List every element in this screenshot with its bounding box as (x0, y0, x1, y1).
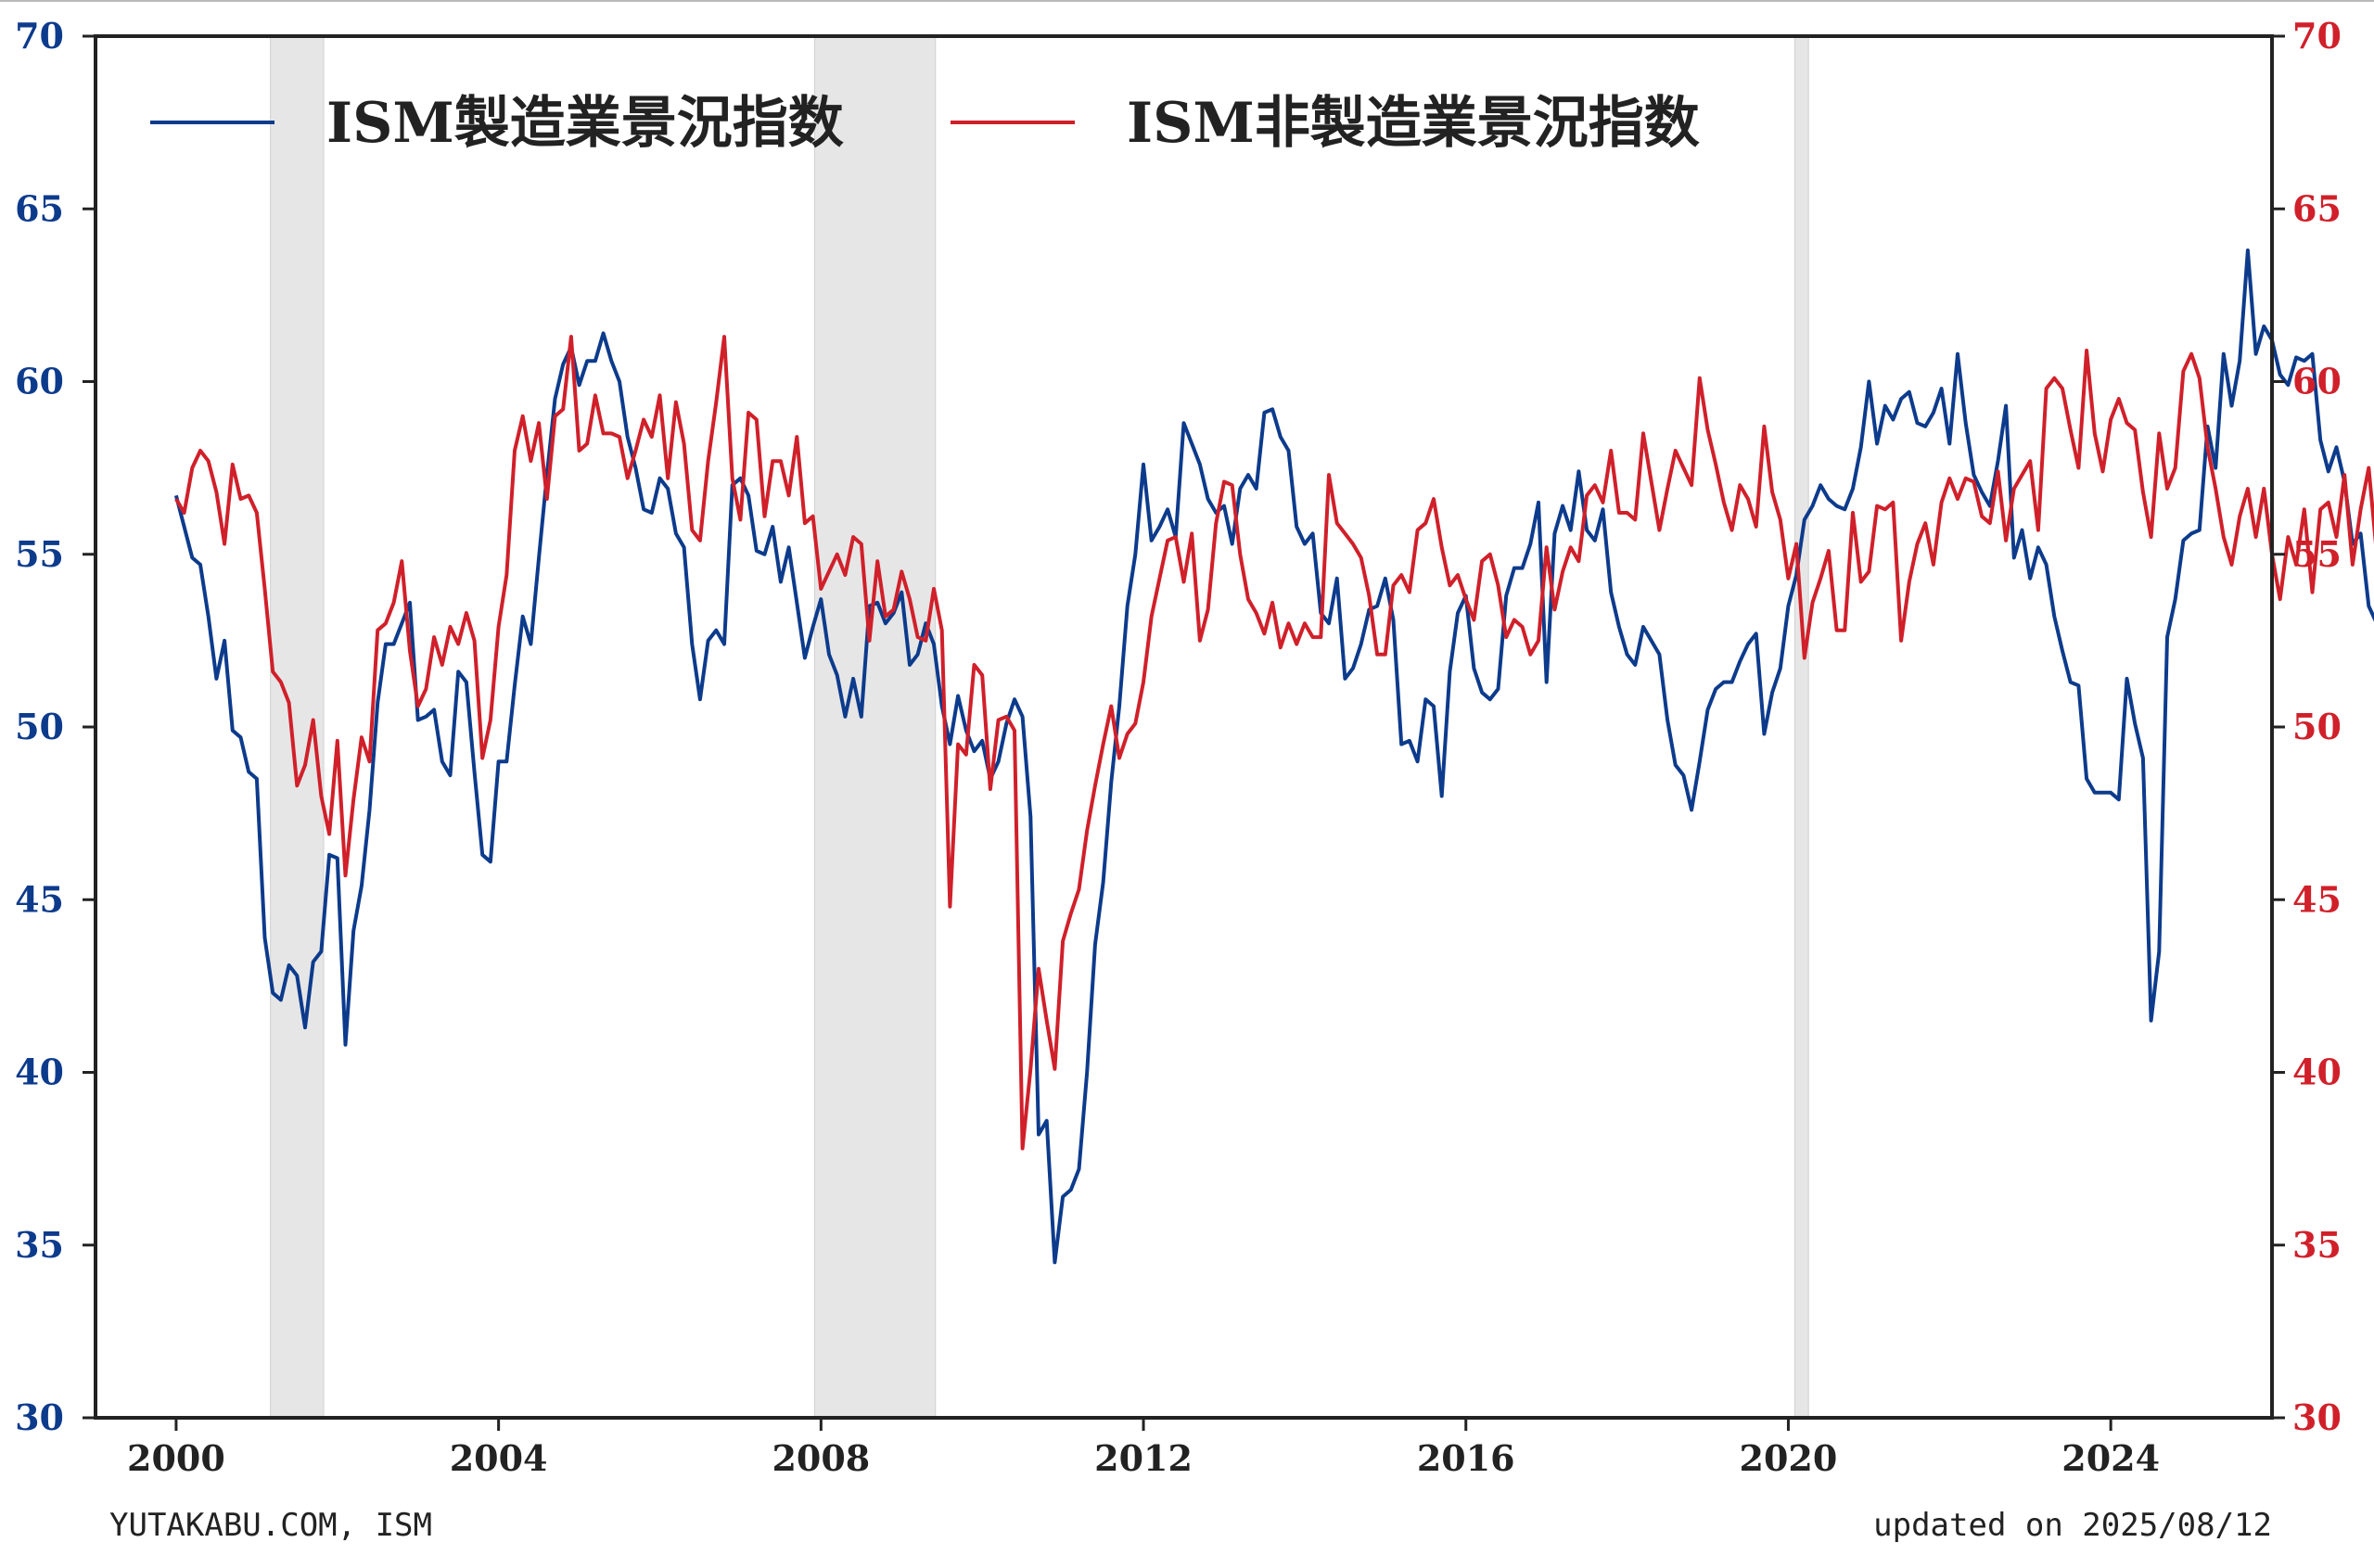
legend: ISM製造業景況指数 ISM非製造業景況指数 (150, 91, 1700, 156)
y-right-tick-label: 65 (2292, 187, 2342, 229)
y-left-tick-label: 40 (15, 1052, 64, 1093)
y-right-tick-label: 45 (2292, 878, 2342, 920)
y-left-tick-label: 30 (15, 1396, 64, 1438)
x-tick-label: 2000 (127, 1437, 225, 1479)
y-left-tick-label: 55 (15, 533, 64, 575)
x-axis: 2000 2004 2008 2012 2016 2020 2024 (127, 1418, 2160, 1479)
y-left-tick-label: 45 (15, 878, 64, 920)
series-lines (173, 249, 2374, 1265)
recession-band-1 (813, 35, 937, 1419)
y-right-tick-label: 50 (2292, 706, 2342, 747)
x-tick-label: 2008 (772, 1437, 870, 1479)
y-axis-right: 30 35 40 45 50 55 60 65 70 (2272, 15, 2342, 1438)
y-axis-left: 30 35 40 45 50 55 60 65 70 (15, 15, 96, 1438)
x-tick-label: 2024 (2061, 1437, 2160, 1479)
y-right-tick-label: 55 (2292, 533, 2342, 575)
y-right-tick-label: 40 (2292, 1052, 2342, 1093)
x-tick-label: 2016 (1417, 1437, 1515, 1479)
series-line-manufacturing (173, 249, 2374, 1265)
recession-band-2 (1793, 35, 1809, 1419)
y-right-tick-label: 35 (2292, 1224, 2342, 1266)
x-tick-label: 2004 (450, 1437, 548, 1479)
x-tick-label: 2020 (1740, 1437, 1838, 1479)
y-right-tick-label: 70 (2292, 15, 2342, 57)
y-right-tick-label: 30 (2292, 1396, 2342, 1438)
y-left-tick-label: 50 (15, 706, 64, 747)
legend-label-non-manufacturing: ISM非製造業景況指数 (1127, 91, 1700, 156)
x-tick-label: 2012 (1094, 1437, 1193, 1479)
source-credit: YUTAKABU.COM, ISM (109, 1507, 432, 1544)
y-left-tick-label: 60 (15, 361, 64, 402)
updated-date: updated on 2025/08/12 (1873, 1507, 2272, 1544)
series-line-non-manufacturing (174, 335, 2374, 1151)
legend-label-manufacturing: ISM製造業景況指数 (326, 91, 844, 156)
y-right-tick-label: 60 (2292, 361, 2342, 402)
y-left-tick-label: 70 (15, 15, 64, 57)
y-left-tick-label: 35 (15, 1224, 64, 1266)
y-left-tick-label: 65 (15, 187, 64, 229)
